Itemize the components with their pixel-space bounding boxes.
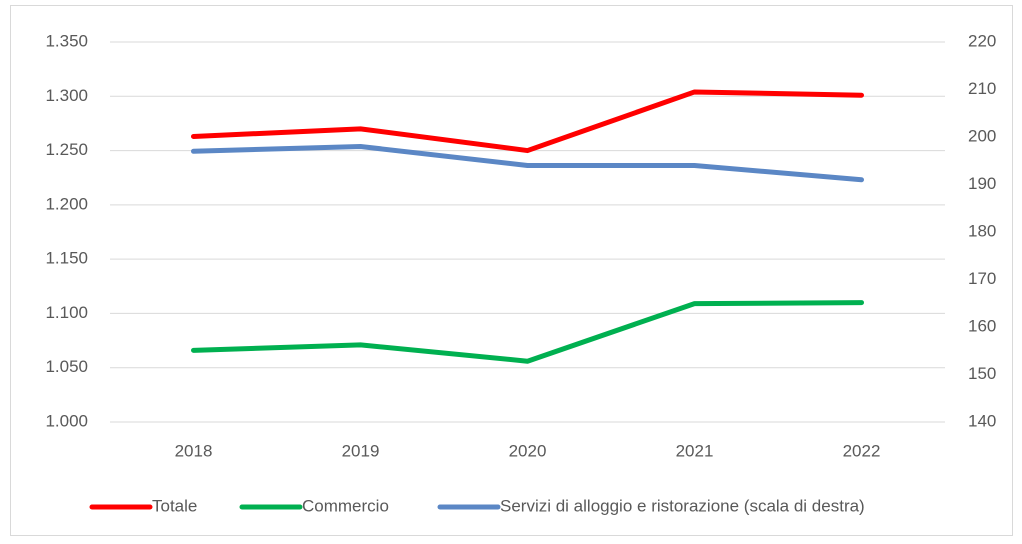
x-tick-label: 2021 <box>676 441 714 460</box>
y2-tick-label: 190 <box>968 174 996 193</box>
y2-tick-label: 200 <box>968 126 996 145</box>
y2-tick-label: 170 <box>968 269 996 288</box>
x-tick-label: 2019 <box>342 441 380 460</box>
y-tick-label: 1.150 <box>45 249 88 268</box>
legend-label: Commercio <box>302 496 389 515</box>
y-tick-label: 1.000 <box>45 411 88 430</box>
y2-tick-label: 220 <box>968 31 996 50</box>
y-tick-label: 1.200 <box>45 194 88 213</box>
y2-tick-label: 140 <box>968 411 996 430</box>
y-tick-label: 1.350 <box>45 31 88 50</box>
legend-label: Totale <box>152 496 197 515</box>
x-tick-label: 2020 <box>509 441 547 460</box>
y-tick-label: 1.100 <box>45 303 88 322</box>
y-tick-label: 1.050 <box>45 357 88 376</box>
x-tick-label: 2022 <box>843 441 881 460</box>
legend-label: Servizi di alloggio e ristorazione (scal… <box>500 496 865 515</box>
line-series <box>191 300 864 364</box>
y-tick-label: 1.300 <box>45 86 88 105</box>
x-tick-label: 2018 <box>175 441 213 460</box>
y2-tick-label: 210 <box>968 79 996 98</box>
line-series <box>191 89 864 154</box>
y2-tick-label: 180 <box>968 221 996 240</box>
y-tick-label: 1.250 <box>45 140 88 159</box>
y2-tick-label: 150 <box>968 364 996 383</box>
y2-tick-label: 160 <box>968 316 996 335</box>
line-series <box>191 144 864 183</box>
